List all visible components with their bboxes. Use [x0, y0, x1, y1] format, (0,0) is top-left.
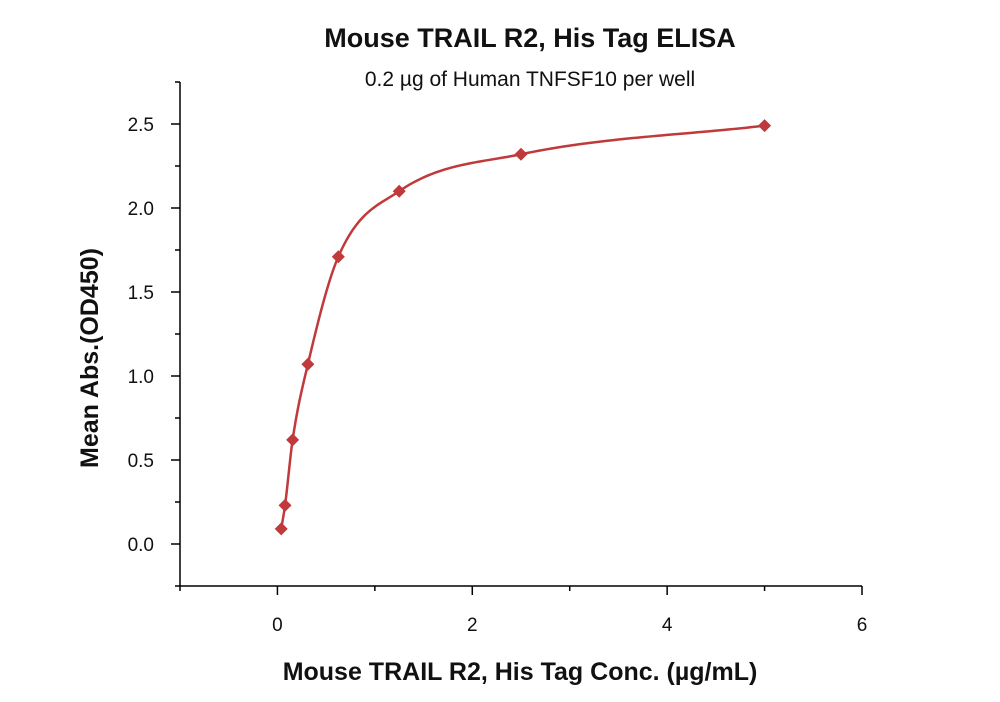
chart-subtitle: 0.2 µg of Human TNFSF10 per well: [365, 68, 695, 91]
x-tick-label: 6: [857, 615, 868, 636]
data-point: [301, 357, 315, 371]
data-point: [514, 147, 528, 161]
y-axis-label: Mean Abs.(OD450): [76, 248, 104, 468]
x-axis-label: Mouse TRAIL R2, His Tag Conc. (µg/mL): [283, 658, 758, 686]
y-tick-label: 1.0: [128, 367, 154, 388]
x-tick-label: 0: [272, 615, 283, 636]
y-tick-label: 2.0: [128, 199, 154, 220]
fit-curve: [279, 124, 765, 530]
chart-title: Mouse TRAIL R2, His Tag ELISA: [324, 23, 736, 53]
data-point: [331, 250, 345, 264]
x-tick-label: 4: [662, 615, 673, 636]
data-point: [758, 119, 772, 133]
x-tick-label: 2: [467, 615, 478, 636]
data-point: [278, 498, 292, 512]
data-point: [286, 433, 300, 447]
y-tick-label: 2.5: [128, 115, 154, 136]
data-points: [274, 119, 772, 536]
y-tick-label: 0.5: [128, 451, 154, 472]
y-tick-label: 1.5: [128, 283, 154, 304]
data-point: [274, 522, 288, 536]
y-tick-label: 0.0: [128, 535, 154, 556]
x-axis-ticks: 0 2 4 6: [179, 586, 868, 636]
y-axis-ticks: 0.0 0.5 1.0 1.5 2.0 2.5: [128, 81, 180, 587]
data-point: [392, 184, 406, 198]
